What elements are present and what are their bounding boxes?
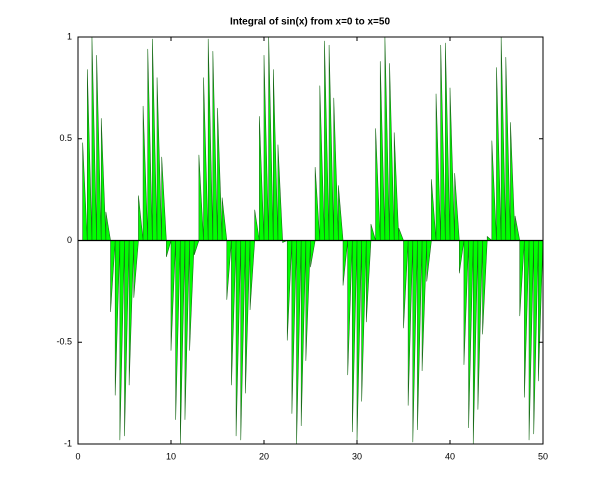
- chart-title: Integral of sin(x) from x=0 to x=50: [230, 17, 390, 28]
- y-tick-label: 1: [67, 31, 72, 41]
- x-tick-label: 0: [75, 451, 80, 461]
- y-tick-label: -1: [64, 438, 72, 448]
- x-tick-label: 10: [166, 451, 176, 461]
- x-tick-label: 40: [445, 451, 455, 461]
- y-tick-label: 0: [67, 235, 72, 245]
- y-tick-label: -0.5: [56, 337, 72, 347]
- x-tick-label: 20: [259, 451, 269, 461]
- x-tick-label: 50: [538, 451, 548, 461]
- y-tick-label: 0.5: [59, 133, 72, 143]
- x-tick-label: 30: [352, 451, 362, 461]
